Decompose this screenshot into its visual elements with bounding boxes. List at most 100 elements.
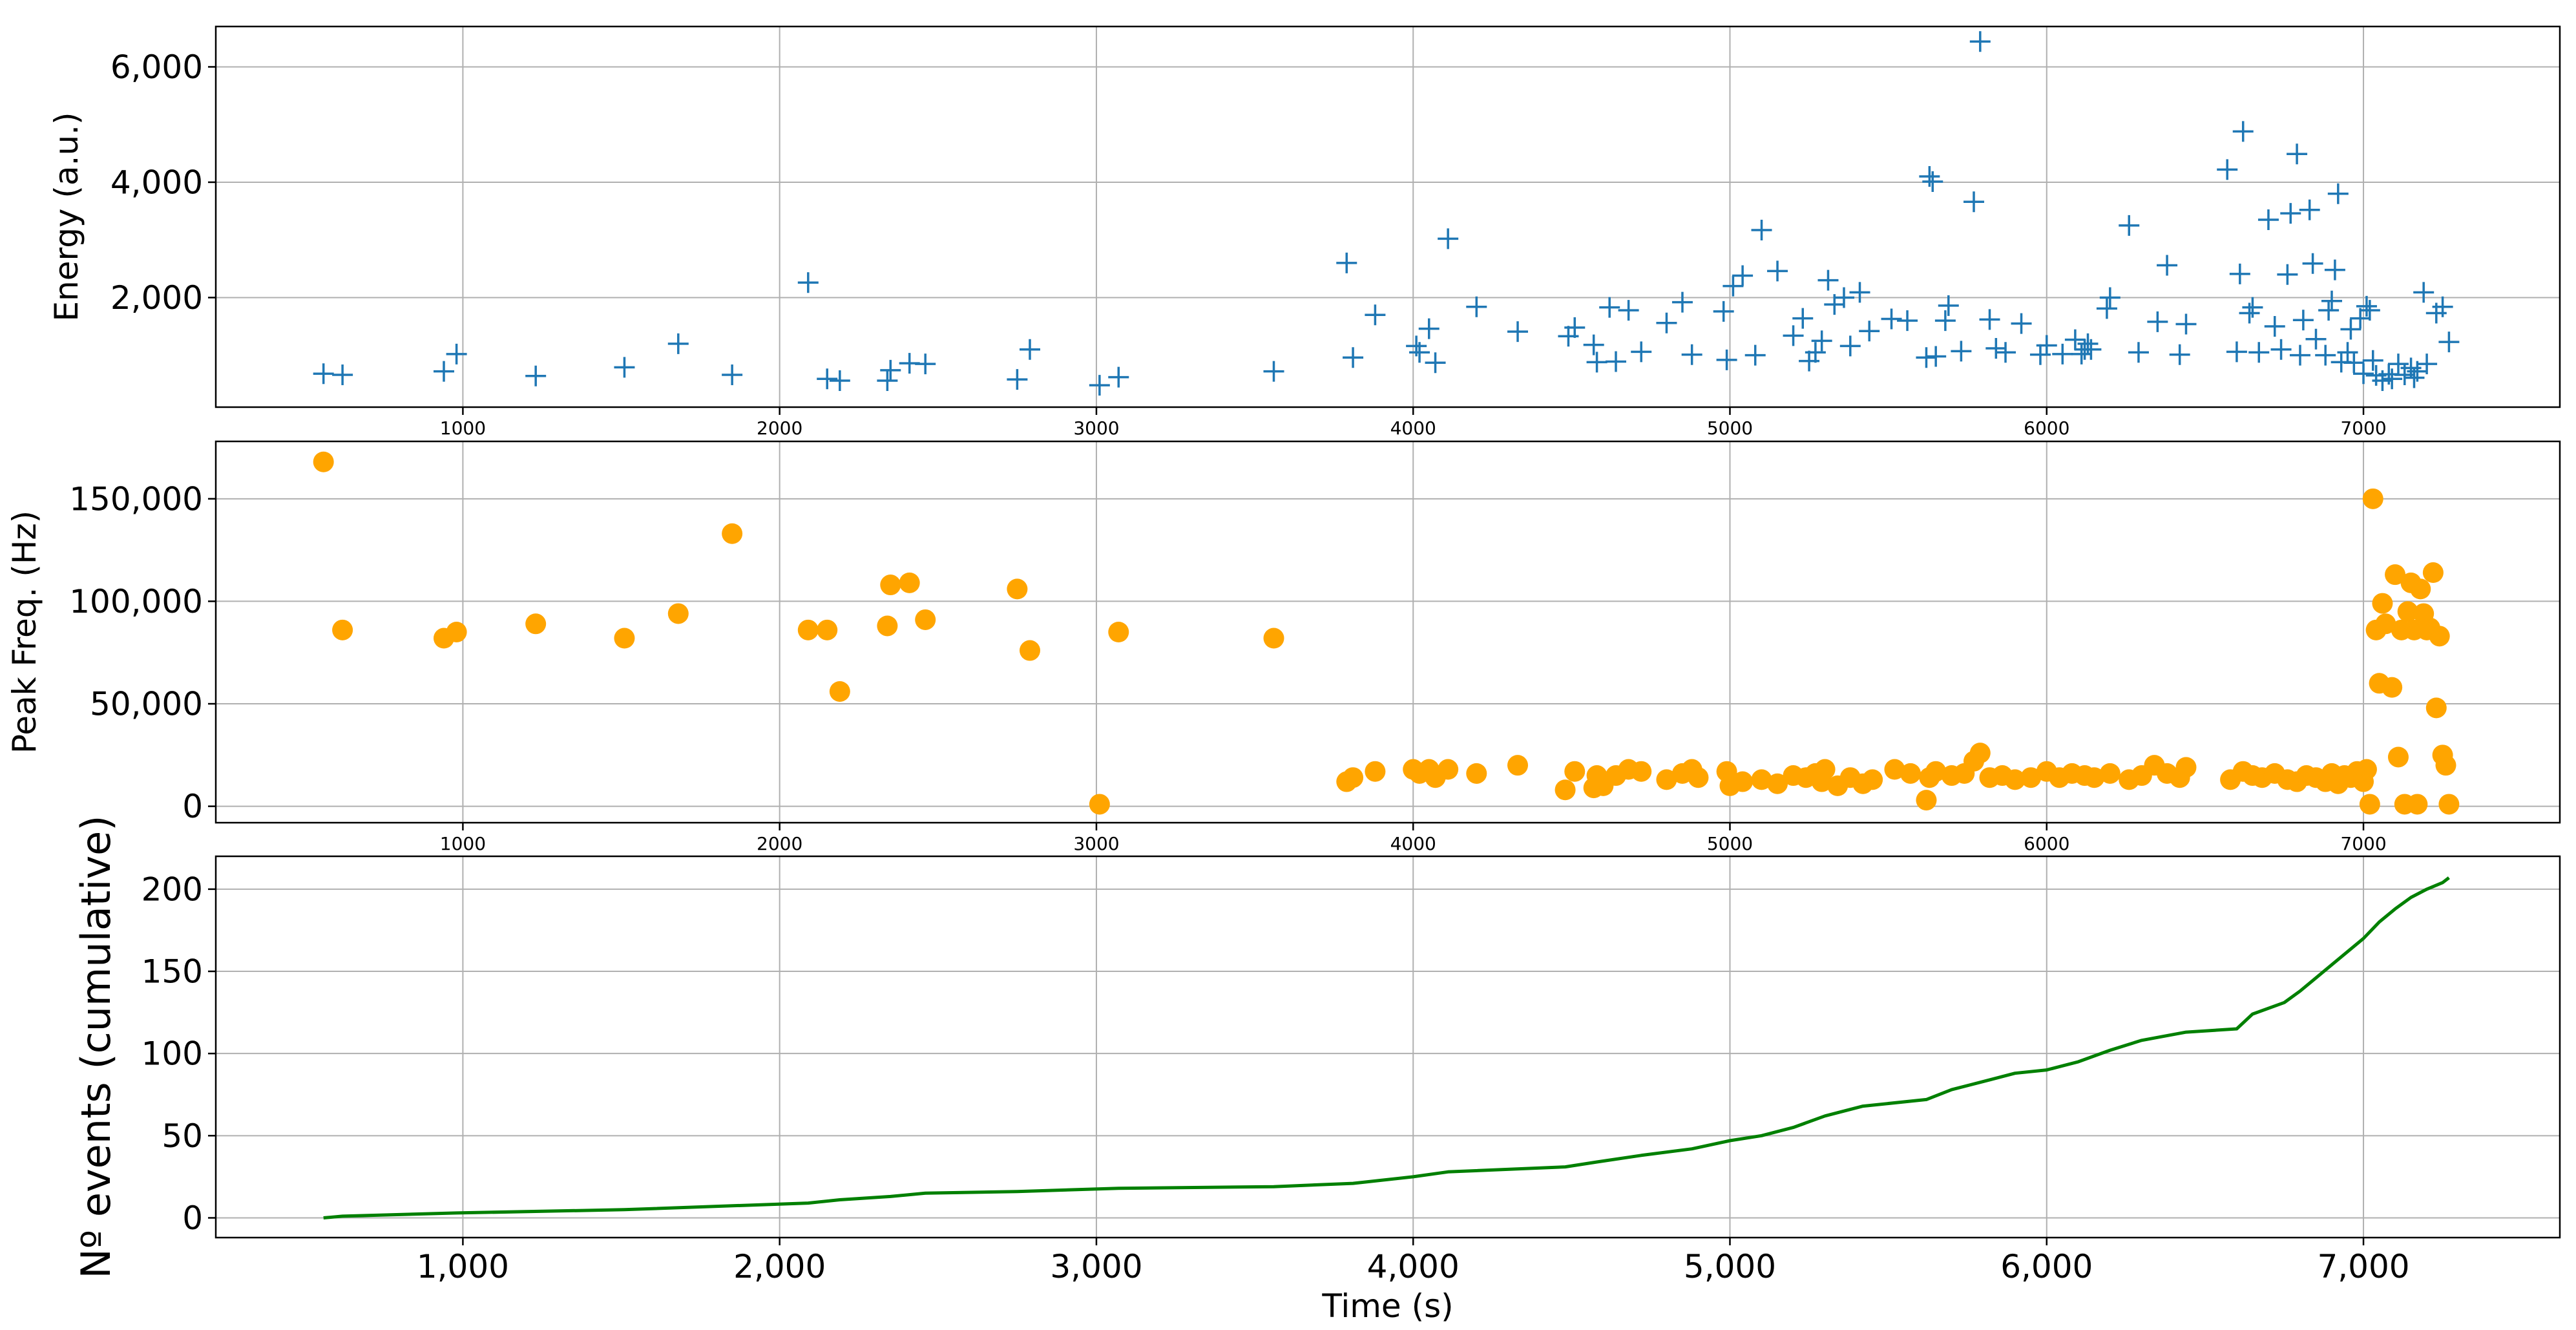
energy-data-point	[2232, 121, 2254, 142]
peak-frequency-data-point	[1688, 767, 1709, 788]
energy-data-point	[2287, 143, 2308, 165]
energy-data-point	[2217, 159, 2238, 180]
peak-frequency-data-point	[1108, 622, 1129, 642]
energy-data-point	[2257, 209, 2279, 230]
peak-frequency-data-point	[829, 681, 850, 702]
x-tick-label: 2000	[757, 417, 802, 439]
peak-frequency-data-point	[2407, 794, 2428, 815]
peak-frequency-data-point	[2362, 488, 2383, 509]
peak-frequency-data-point	[2359, 794, 2380, 815]
energy-data-point	[722, 364, 743, 386]
peak-frequency-data-point	[1631, 761, 1652, 782]
peak-frequency-data-point	[446, 622, 467, 642]
peak-frequency-data-point	[2410, 578, 2431, 600]
x-tick-label: 6000	[2024, 417, 2069, 439]
y-tick-label: 200	[141, 871, 203, 908]
energy-data-point	[1019, 339, 1040, 360]
peak-frequency-data-point	[2387, 746, 2409, 768]
energy-data-point	[1963, 191, 1984, 213]
peak-frequency-data-point	[2004, 769, 2026, 790]
energy-data-point	[1336, 252, 1357, 273]
energy-data-point	[2175, 313, 2197, 335]
energy-data-point	[1466, 296, 1487, 317]
energy-data-point	[1811, 330, 1832, 352]
energy-data-point	[1409, 342, 1430, 363]
x-tick-label: 2000	[757, 833, 802, 854]
energy-data-point	[2128, 342, 2149, 363]
energy-data-point	[2264, 316, 2285, 337]
energy-data-point	[1995, 342, 2016, 363]
x-tick-label: 1,000	[417, 1248, 509, 1285]
energy-data-point	[2382, 368, 2403, 390]
peak-frequency-data-point	[1862, 769, 1883, 790]
energy-data-point	[2064, 329, 2086, 350]
peak-frequency-data-point	[877, 615, 898, 637]
peak-frequency-data-point	[2375, 613, 2396, 635]
energy-data-point	[829, 370, 850, 391]
energy-data-point	[2315, 344, 2336, 366]
energy-data-point	[1007, 369, 1028, 390]
y-tick-label: 50,000	[90, 686, 203, 723]
energy-data-point	[2099, 287, 2120, 308]
energy-data-point	[2318, 300, 2340, 321]
energy-data-point	[1713, 301, 1734, 322]
energy-data-point	[2280, 203, 2301, 224]
energy-panel: 1000 2000 3000 4000 5000 6000 7000 2,000 4,000 6,…	[48, 25, 2561, 439]
energy-data-point	[1599, 297, 1620, 318]
energy-data-point	[1263, 361, 1284, 382]
y-tick-label: 4,000	[110, 164, 203, 201]
energy-data-point	[614, 357, 635, 378]
energy-data-point	[1979, 309, 2000, 330]
peak-frequency-data-point	[915, 609, 936, 630]
energy-data-point	[2432, 296, 2453, 317]
peak-frequency-data-point	[1900, 763, 1921, 784]
x-tick-label: 7000	[2340, 833, 2386, 854]
energy-data-point	[1925, 346, 1947, 367]
energy-data-point	[1656, 312, 1677, 333]
x-tick-label: 5000	[1707, 417, 1753, 439]
energy-data-point	[1969, 31, 1991, 52]
x-tick-label: 2,000	[733, 1248, 826, 1285]
x-tick-label: 7000	[2340, 417, 2386, 439]
peak-frequency-data-point	[1916, 790, 1937, 811]
peak-frequency-ticks: 1000 2000 3000 4000 5000 6000 7000 0 50,000 100,0…	[69, 480, 2386, 854]
energy-data-point	[2299, 199, 2320, 220]
peak-frequency-data-point	[1732, 771, 1754, 792]
energy-data-point	[2416, 354, 2438, 375]
peak-frequency-data-point	[332, 619, 353, 640]
peak-frequency-data-point	[2356, 759, 2377, 780]
peak-frequency-data-point	[2429, 626, 2450, 647]
energy-y-axis-label: Energy (a.u.)	[48, 112, 85, 321]
peak-frequency-data-point	[1969, 743, 1991, 764]
peak-frequency-data-point	[2175, 757, 2197, 778]
x-tick-label: 5000	[1707, 833, 1753, 854]
energy-data-point	[2052, 343, 2073, 364]
energy-data-point	[2036, 335, 2057, 356]
energy-data-point	[1897, 310, 1918, 332]
peak-frequency-data-point	[2372, 593, 2393, 614]
energy-gridlines	[216, 26, 2560, 407]
peak-frequency-data-point	[2020, 767, 2042, 788]
peak-frequency-data-point	[2099, 763, 2120, 784]
peak-frequency-data-point	[2425, 697, 2447, 719]
cumulative-events-line-series	[323, 876, 2450, 1219]
peak-frequency-data-point	[1814, 759, 1836, 780]
energy-data-point	[1783, 325, 1804, 346]
energy-data-point	[1564, 317, 1586, 338]
energy-data-point	[1716, 349, 1737, 370]
energy-data-point	[1583, 334, 1604, 355]
peak-frequency-axes-frame	[215, 440, 2561, 824]
x-tick-label: 3000	[1073, 417, 1119, 439]
peak-frequency-data-point	[2397, 601, 2418, 622]
energy-data-point	[1919, 166, 1940, 187]
energy-data-point	[525, 365, 547, 386]
peak-frequency-data-point	[1365, 761, 1386, 782]
peak-frequency-data-point	[722, 523, 743, 544]
x-tick-label: 5,000	[1684, 1248, 1776, 1285]
energy-data-point	[2438, 332, 2460, 353]
energy-data-point	[1438, 228, 1459, 249]
energy-data-point	[2362, 350, 2383, 371]
peak-frequency-y-axis-label: Peak Freq. (Hz)	[6, 511, 43, 754]
cumulative-events-ticks: 1,000 2,000 3,000 4,000 5,000 6,000 7,000 0 50 10…	[141, 871, 2410, 1285]
energy-data-point	[2270, 339, 2292, 360]
